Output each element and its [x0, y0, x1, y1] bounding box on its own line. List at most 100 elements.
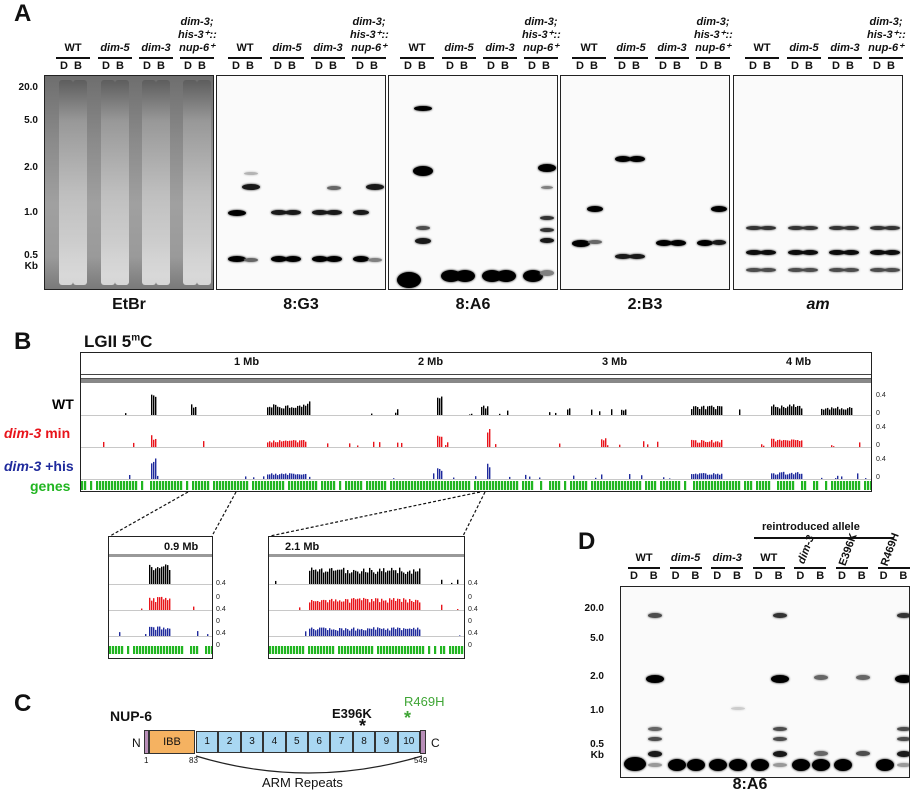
gel-2-strain-3: dim-3; his-3⁺:: nup-6⁺ — [522, 16, 561, 54]
gel-4-strain-bar-2 — [828, 57, 862, 59]
track-signal-bar — [717, 441, 719, 447]
gene-mark — [579, 481, 582, 490]
gene-mark — [359, 646, 362, 654]
track-signal-bar — [283, 408, 285, 415]
gene-mark — [157, 646, 160, 654]
track-signal-bar — [365, 630, 367, 636]
track-signal-bar — [287, 474, 289, 479]
track-signal-bar — [719, 406, 721, 415]
track-signal-bar — [293, 440, 295, 447]
track-signal-bar — [719, 442, 721, 447]
gel-3 — [560, 75, 730, 290]
arm-repeat-row: 1 2 3 4 5 6 7 8 9 10 — [196, 731, 420, 753]
gene-mark — [531, 481, 534, 490]
gel-d-band — [647, 737, 662, 741]
track-signal-bar — [303, 474, 305, 479]
track-signal-bar — [405, 628, 407, 636]
track-signal-bar — [331, 568, 333, 584]
zr-scale-4: 0 — [468, 618, 472, 625]
track-signal-bar — [795, 406, 797, 415]
track-signal-bar — [841, 476, 843, 479]
gel-3-strain-1: dim-5 — [616, 42, 646, 54]
gene-mark — [411, 481, 414, 490]
gel-d-band — [647, 763, 662, 767]
track-signal-bar — [359, 598, 361, 610]
gene-mark — [801, 481, 804, 490]
gel-d-band — [897, 751, 909, 757]
track-label-genes: genes — [30, 478, 71, 494]
position-549: 549 — [414, 756, 428, 765]
track-signal-bar — [273, 440, 275, 447]
track-signal-bar — [277, 475, 279, 479]
d-size-20: 20.0 — [584, 603, 604, 614]
gel-band — [884, 250, 900, 255]
gene-mark — [744, 481, 747, 490]
track-signal-bar — [157, 475, 159, 479]
track-signal-bar — [151, 435, 153, 447]
track-signal-bar — [625, 409, 627, 415]
gel-3-lane-1-D: D — [618, 60, 626, 72]
track-signal-bar — [295, 440, 297, 447]
track-signal-bar — [823, 409, 825, 415]
gel-d-band — [729, 759, 747, 771]
track-signal-bar — [317, 571, 319, 584]
gene-mark — [558, 481, 561, 490]
track-label-dim3-min: dim-3 min — [4, 425, 71, 441]
gel-band — [788, 268, 804, 272]
gene-mark — [426, 481, 429, 490]
gene-mark — [612, 481, 615, 490]
track-signal-bar — [383, 628, 385, 636]
track-signal-bar — [487, 432, 489, 447]
gene-mark — [117, 481, 120, 490]
track-signal-bar — [825, 408, 827, 415]
track-signal-bar — [333, 601, 335, 610]
gel-band — [538, 164, 556, 172]
d-lane-1-B: B — [691, 570, 700, 582]
zoom-ruler-band — [269, 554, 464, 557]
track-signal-bar — [377, 571, 379, 584]
gene-mark — [366, 481, 369, 490]
gene-mark — [498, 481, 501, 490]
gel-d-band — [772, 751, 787, 757]
gene-mark — [570, 481, 573, 490]
gel-0-probe: EtBr — [112, 296, 146, 313]
track-signal-bar — [699, 408, 701, 415]
gene-mark — [708, 481, 711, 490]
track-signal-bar — [595, 477, 597, 479]
gene-mark — [288, 481, 291, 490]
gene-mark — [84, 481, 87, 490]
track-signal-bar — [603, 440, 605, 447]
track-signal-bar — [847, 408, 849, 415]
gene-mark — [597, 481, 600, 490]
track-signal-bar — [401, 601, 403, 610]
gel-band — [353, 256, 369, 262]
gel-band — [697, 240, 713, 246]
track-signal-bar — [349, 573, 351, 584]
track-signal-bar — [787, 440, 789, 447]
gel-3-lane-1-B: B — [632, 60, 640, 72]
gel-2-probe: 8:A6 — [455, 296, 491, 313]
track-signal-bar — [509, 476, 511, 479]
track-signal-bar — [367, 572, 369, 584]
track-signal-bar — [133, 442, 135, 447]
gene-mark — [525, 481, 528, 490]
gel-band — [312, 210, 328, 215]
panel-a-label: A — [14, 0, 32, 27]
gene-mark — [133, 646, 136, 654]
track-signal-bar — [299, 607, 301, 610]
track-signal-bar — [845, 409, 847, 415]
gene-mark — [269, 646, 272, 654]
gel-1-strain-1: dim-5 — [272, 42, 302, 54]
gene-mark — [654, 481, 657, 490]
track-signal-bar — [799, 440, 801, 447]
gel-4-strain-1: dim-5 — [789, 42, 819, 54]
track-signal-bar — [393, 478, 395, 479]
gel-band — [523, 270, 543, 282]
track-signal-bar — [367, 628, 369, 636]
gene-mark — [804, 481, 807, 490]
gene-mark — [786, 481, 789, 490]
gene-mark — [540, 481, 543, 490]
track-signal-bar — [273, 474, 275, 479]
gel-3-strain-bar-2 — [655, 57, 689, 59]
mutation-e396k-label: E396K — [332, 706, 372, 721]
